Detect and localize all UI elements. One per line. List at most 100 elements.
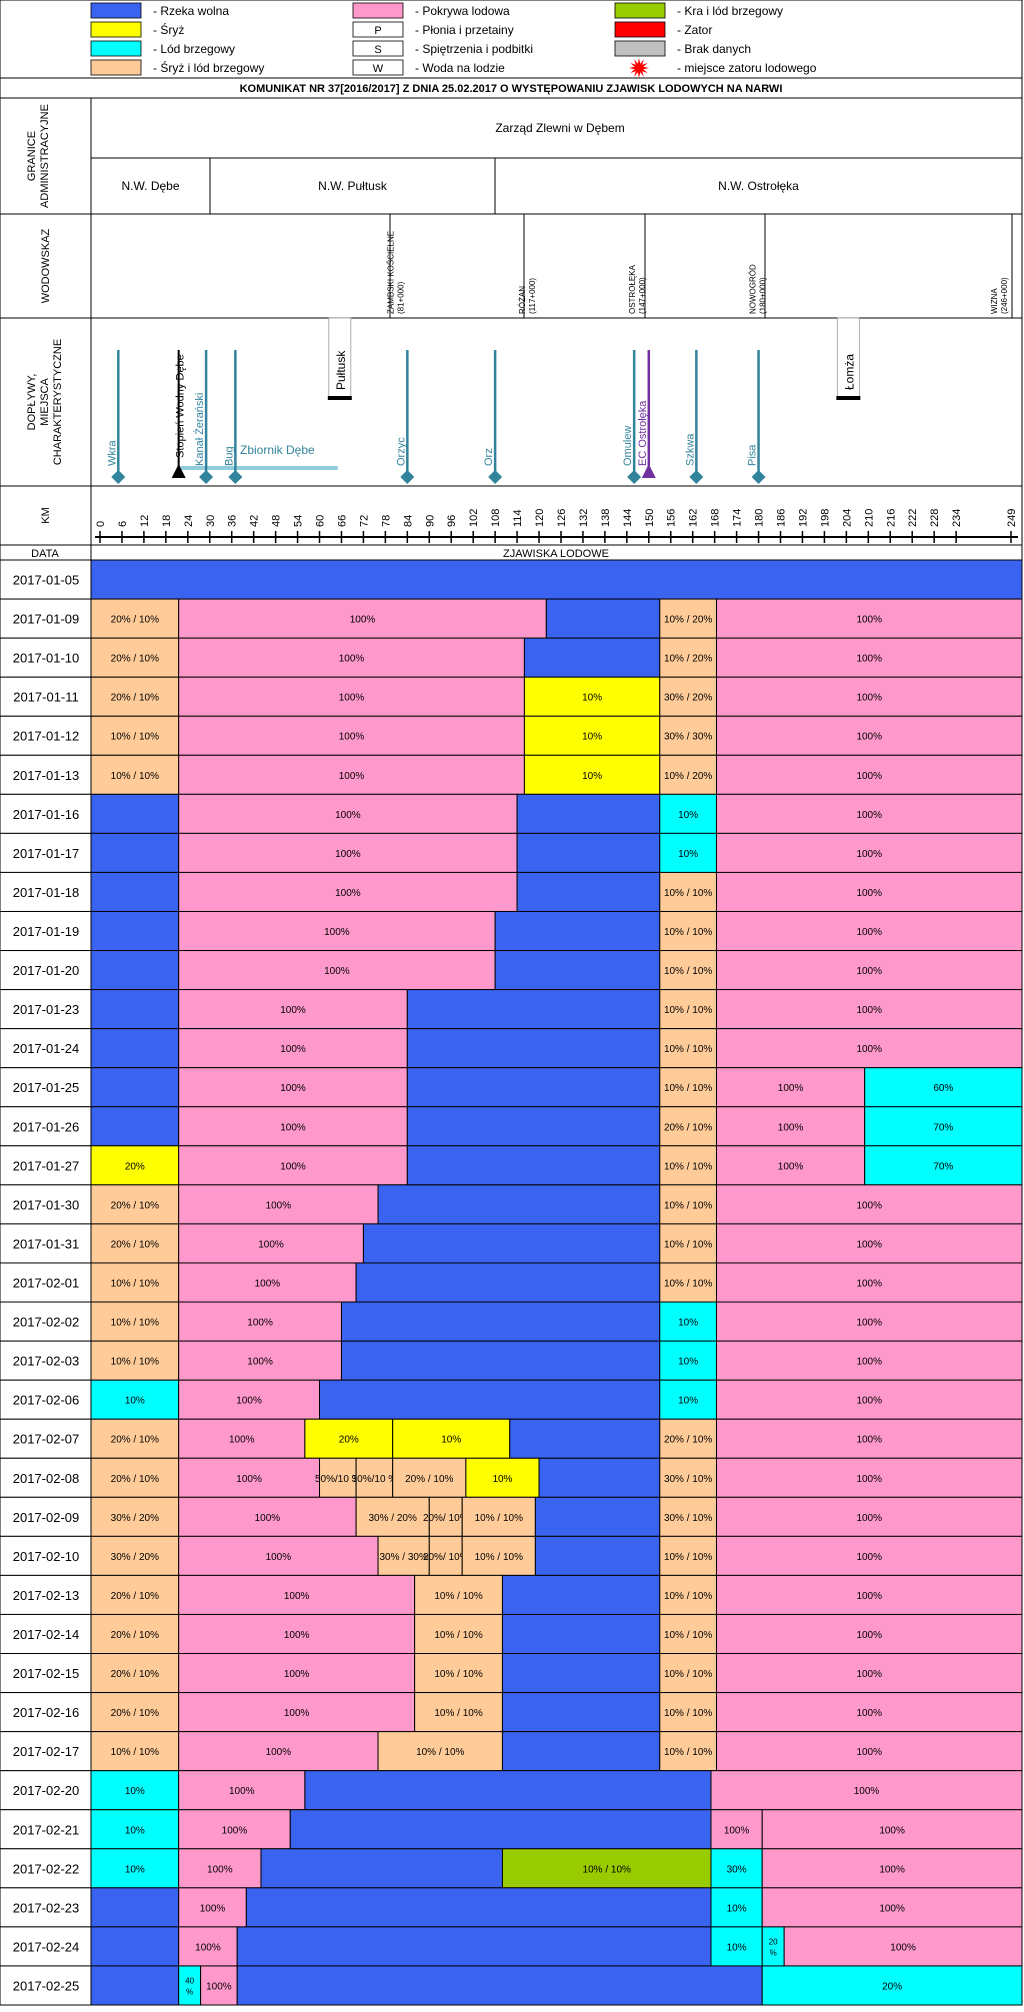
km-tick-label-wrap: 126 [556,509,568,527]
tributary-label-wrap: EC Ostrołęka [637,400,649,466]
ice-segment-pink [178,1028,408,1069]
km-tick-label-wrap: 30 [205,515,217,527]
ice-segment-peach [90,1692,180,1733]
tributary-name: Kanał Żerański [193,393,206,466]
legend-item-blue: - Rzeka wolna [90,2,229,19]
segment-label: 10% [125,1825,145,1836]
row-date: 2017-02-06 [13,1393,80,1408]
segment-label: 10% / 10% [664,1161,712,1172]
segment-label: 20% / 10% [664,1122,712,1133]
ice-segment-peach [90,1340,180,1381]
segment-label: 100% [856,1591,882,1602]
segment-label: 100% [856,732,882,743]
ice-segment-blue [501,1574,661,1615]
segment-label: 10% / 10% [111,1747,159,1758]
km-tick-label-wrap: 156 [666,509,678,527]
date-row: 2017-02-20 10% 100% 100% [0,1770,1023,1811]
date-row: 2017-01-19 100% 10% / 10% 100% [0,910,1023,952]
segment-label: 100% [856,1552,882,1563]
tributary-label-wrap: Omulew [622,426,634,466]
km-tick-label: 102 [468,509,480,527]
km-tick-label: 132 [578,509,590,527]
date-row: 2017-01-24 100% 10% / 10% 100% [0,1028,1023,1069]
date-row: 2017-02-01 10% / 10% 100% 10% / 10% 100% [0,1262,1023,1303]
reservoir-name: Zbiornik Dębe [240,443,315,457]
legend-item-pink: - Pokrywa lodowa [352,2,510,19]
segment-label: 10% / 10% [664,1200,712,1211]
tributary-1: Stopień Wodny Dębe [171,350,187,478]
date-cell [0,1613,92,1655]
ice-segment-blue [90,1067,180,1108]
segment-label: 20% / 10% [111,1630,159,1641]
segment-label: 20% / 10% [405,1474,453,1485]
km-tick-label: 42 [249,515,261,527]
ice-segment-peach [428,1496,463,1537]
segment-label: 20% / 10% [111,1591,159,1602]
district-name: N.W. Pułtusk [318,179,388,193]
date-row: 2017-02-17 10% / 10% 100% 10% / 10% 10% / 10… [0,1731,1023,1772]
ice-segment-blue [538,1457,661,1498]
km-tick-label: 18 [161,515,173,527]
date-row: 2017-01-17 100% 10% 100% [0,832,1023,873]
tributary-label-wrap: Bug [223,446,235,466]
km-tick-label-wrap: 72 [358,515,370,527]
segment-label: 20% [882,1981,902,1992]
legend-label: - Śryż i lód brzegowy [153,60,264,75]
segment-label: 20% / 10% [111,693,159,704]
segment-label: 10% / 10% [664,1747,712,1758]
legend-item-red: - Zator [614,21,712,38]
legend-swatch-letter: P [374,25,381,37]
km-tick-label-wrap: 96 [446,515,458,527]
ice-segment-peach [414,1653,503,1694]
tributary-4: Orzyc [395,350,415,484]
dam-triangle-icon [171,464,186,478]
km-tick-label-wrap: 42 [249,515,261,527]
tributary-label-wrap: Wkra [106,439,118,466]
segment-label: 10% / 10% [416,1747,464,1758]
date-row: 2017-01-23 100% 10% / 10% 100% [0,989,1023,1030]
segment-label: 30% / 20% [111,1513,159,1524]
ice-segment-peach [659,1496,717,1537]
legend-label: - Rzeka wolna [153,4,229,18]
ice-segment-pink [710,1809,763,1850]
phenomena-column-header: ZJAWISKA LODOWE [503,548,609,560]
ice-segment-peach [659,676,717,717]
date-row: 2017-01-27 20% 100% 10% / 10% 100% 70% [0,1145,1023,1186]
ice-segment-peach [659,1574,717,1615]
legend-label: - Zator [677,23,712,37]
ice-segment-pink [715,1067,866,1108]
phenomena-rows: 2017-01-05 2017-01-09 20% / 10% 100% 10% / 2… [0,559,1023,2006]
legend-label: - Płonia i przetainy [415,23,514,37]
gauge-0: ZAMBSKI KOŚCIELNE (81+000) [386,231,405,314]
segment-label: 10% [678,1357,698,1368]
date-cell [0,1262,92,1303]
date-row: 2017-02-22 10% 100% 10% / 10% 30% 100% [0,1848,1023,1889]
segment-label: 100% [247,1318,273,1329]
segment-label: 30% / 30% [379,1552,427,1563]
tributary-name: Szkwa [684,433,696,466]
ice-segment-yellow [523,715,661,756]
date-cell [0,1184,92,1225]
date-row: 2017-01-30 20% / 10% 100% 10% / 10% 100% [0,1184,1023,1225]
ice-segment-pink [178,950,496,991]
segment-label: 100% [229,1786,255,1797]
segment-label: 100% [339,732,365,743]
town-name: Pułtusk [334,350,348,390]
row-date: 2017-02-02 [13,1315,80,1330]
gauge-name: ZAMBSKI KOŚCIELNE [386,231,395,314]
tributary-2: Kanał Żerański [193,350,214,484]
segment-label: 100% [778,1083,804,1094]
legend-swatch [614,2,666,19]
ice-segment-blue [90,832,180,873]
km-tick-label: 54 [293,515,305,527]
tributary-name: Orz [483,448,495,466]
ice-segment-blue [90,1965,180,2006]
tributary-label-wrap: Pisa [747,444,759,466]
town-0: Pułtusk [334,350,348,390]
segment-label: 100% [222,1825,248,1836]
date-cell [0,989,92,1030]
segment-label: 100% [854,1786,880,1797]
segment-label: 10% / 10% [664,1005,712,1016]
km-tick-label-wrap: 78 [380,515,392,527]
segment-label: 100% [856,693,882,704]
